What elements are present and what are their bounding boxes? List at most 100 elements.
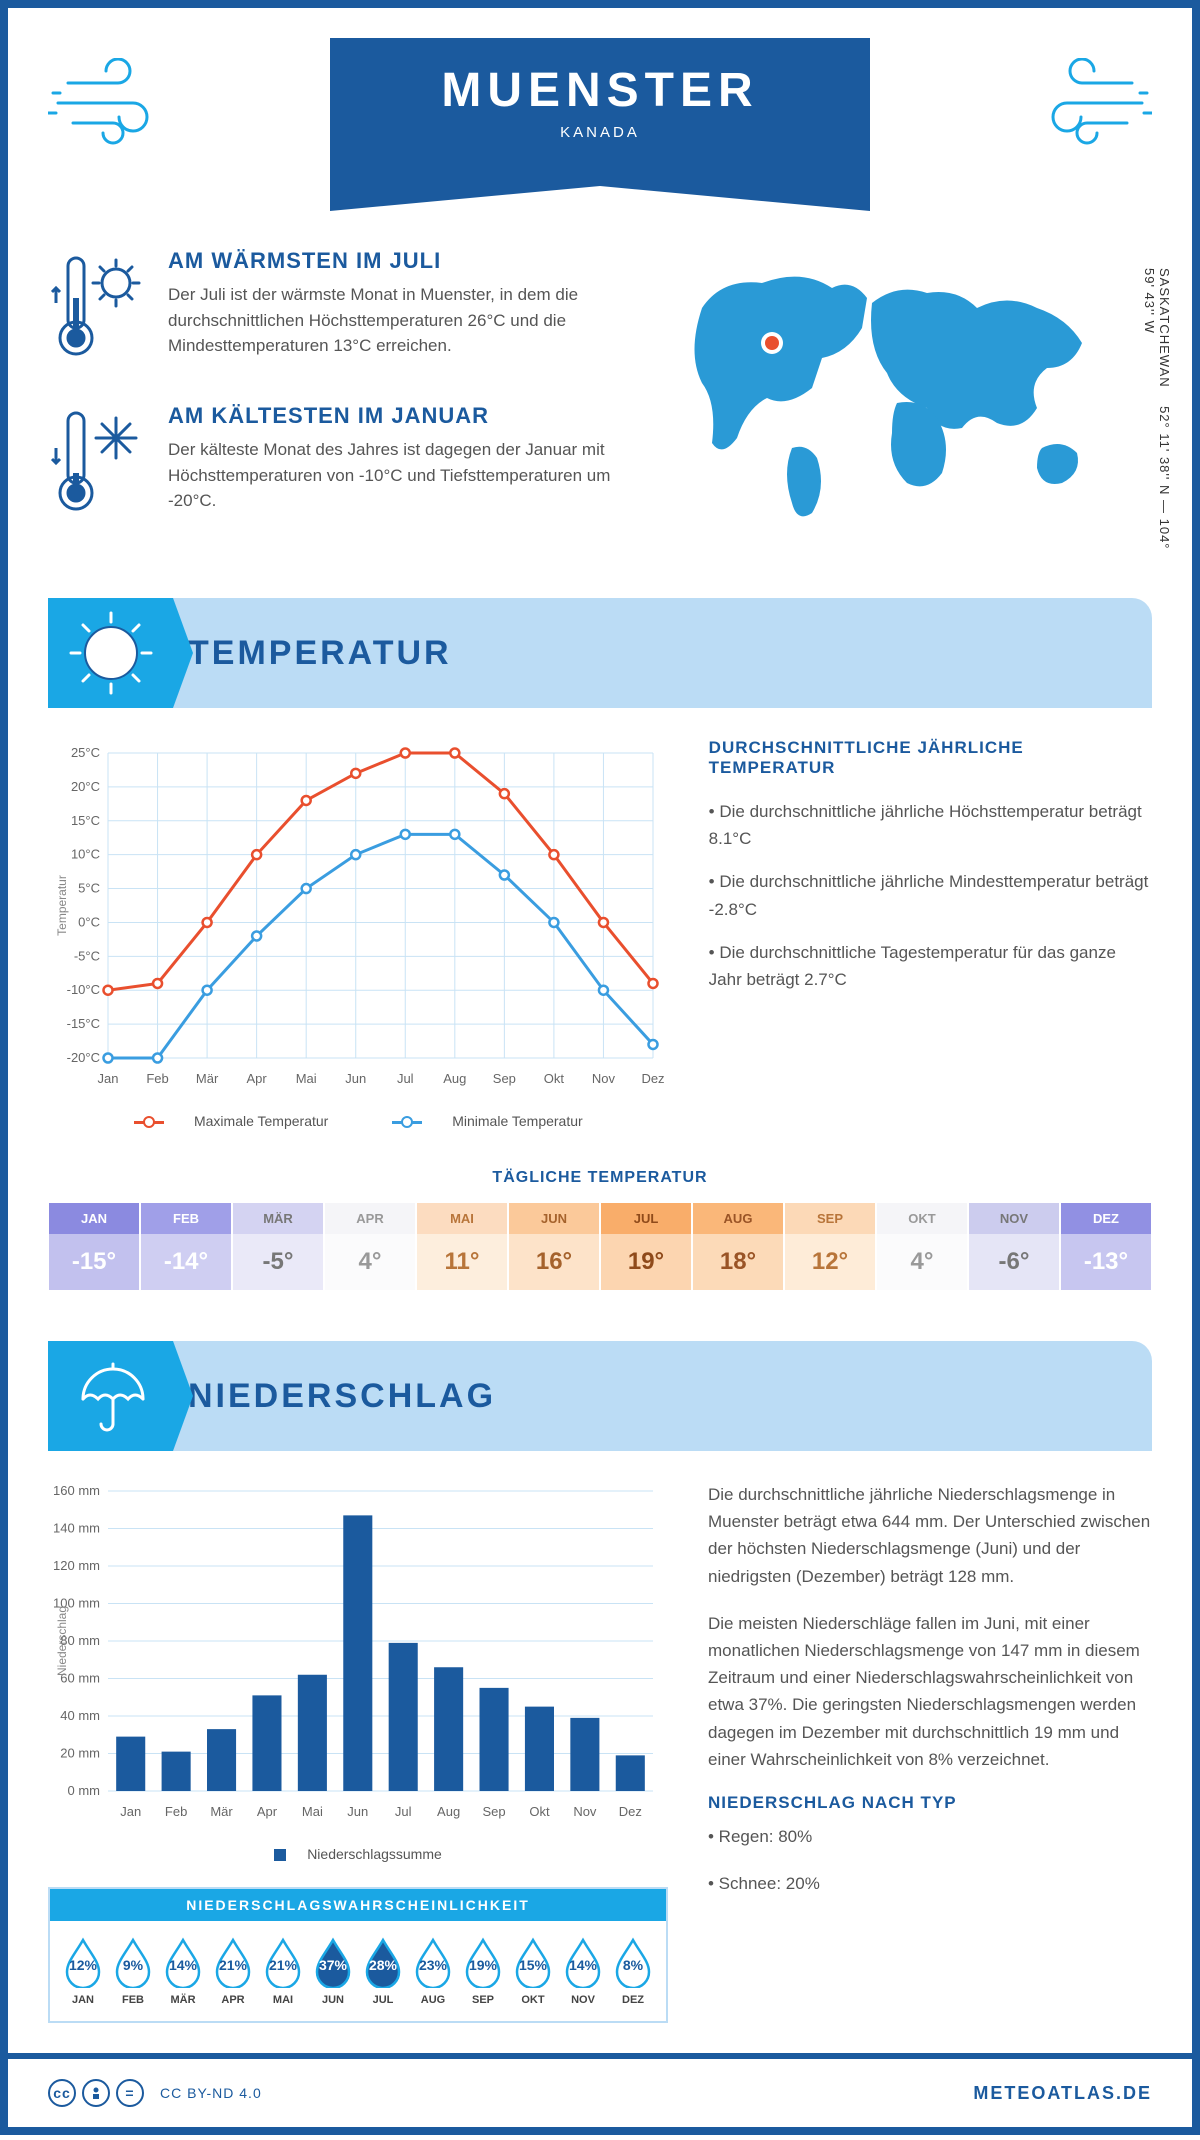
svg-text:Feb: Feb [165, 1804, 187, 1819]
precip-summary: Die durchschnittliche jährliche Niedersc… [708, 1481, 1152, 2023]
warmest-block: AM WÄRMSTEN IM JULI Der Juli ist der wär… [48, 248, 632, 373]
site-name: METEOATLAS.DE [973, 2083, 1152, 2104]
svg-text:5°C: 5°C [78, 881, 100, 896]
world-map: SASKATCHEWAN 52° 11' 38'' N — 104° 59' 4… [672, 248, 1152, 558]
precip-section-header: NIEDERSCHLAG [48, 1341, 1152, 1451]
svg-text:Temperatur: Temperatur [55, 875, 69, 936]
precip-heading: NIEDERSCHLAG [188, 1377, 496, 1416]
precip-chart: 0 mm20 mm40 mm60 mm80 mm100 mm120 mm140 … [48, 1481, 668, 1862]
country-name: KANADA [330, 124, 870, 141]
svg-text:140 mm: 140 mm [53, 1521, 100, 1536]
intro-section: AM WÄRMSTEN IM JULI Der Juli ist der wär… [48, 248, 1152, 558]
prob-cell: 14%MÄR [158, 1936, 208, 2006]
precip-type-bullet: • Schnee: 20% [708, 1870, 1152, 1897]
daily-cell: MAI11° [416, 1202, 508, 1291]
umbrella-icon [48, 1341, 173, 1451]
daily-cell: NOV-6° [968, 1202, 1060, 1291]
svg-text:Okt: Okt [544, 1071, 565, 1086]
svg-text:0 mm: 0 mm [68, 1783, 101, 1798]
coldest-text: Der kälteste Monat des Jahres ist dagege… [168, 437, 632, 514]
daily-cell: JUN16° [508, 1202, 600, 1291]
daily-cell: APR4° [324, 1202, 416, 1291]
svg-text:15°C: 15°C [71, 813, 100, 828]
by-icon [82, 2079, 110, 2107]
wind-icon [48, 58, 178, 153]
wind-icon [1022, 58, 1152, 153]
precip-legend: Niederschlagssumme [48, 1846, 668, 1862]
title-banner: MUENSTER KANADA [330, 38, 870, 186]
prob-cell: 19%SEP [458, 1936, 508, 2006]
warmest-text: Der Juli ist der wärmste Monat in Muenst… [168, 282, 632, 359]
svg-text:Dez: Dez [641, 1071, 664, 1086]
prob-cell: 23%AUG [408, 1936, 458, 2006]
city-name: MUENSTER [330, 63, 870, 118]
prob-cell: 28%JUL [358, 1936, 408, 2006]
coordinates: SASKATCHEWAN 52° 11' 38'' N — 104° 59' 4… [1142, 268, 1172, 558]
svg-text:Jan: Jan [98, 1071, 119, 1086]
chart-legend: Maximale Temperatur Minimale Temperatur [48, 1113, 669, 1129]
svg-text:Dez: Dez [619, 1804, 642, 1819]
svg-text:Nov: Nov [592, 1071, 616, 1086]
daily-cell: JAN-15° [48, 1202, 140, 1291]
svg-text:Sep: Sep [482, 1804, 505, 1819]
footer: cc = CC BY-ND 4.0 METEOATLAS.DE [8, 2053, 1192, 2127]
sun-icon [48, 598, 173, 708]
daily-temp-table: JAN-15°FEB-14°MÄR-5°APR4°MAI11°JUN16°JUL… [48, 1202, 1152, 1291]
svg-text:0°C: 0°C [78, 914, 100, 929]
svg-text:Okt: Okt [529, 1804, 550, 1819]
daily-cell: MÄR-5° [232, 1202, 324, 1291]
svg-text:Jul: Jul [395, 1804, 412, 1819]
svg-text:-5°C: -5°C [74, 948, 100, 963]
coldest-block: AM KÄLTESTEN IM JANUAR Der kälteste Mona… [48, 403, 632, 528]
temperature-summary: DURCHSCHNITTLICHE JÄHRLICHE TEMPERATUR •… [709, 738, 1152, 1129]
svg-text:20°C: 20°C [71, 779, 100, 794]
nd-icon: = [116, 2079, 144, 2107]
svg-text:160 mm: 160 mm [53, 1483, 100, 1498]
warmest-title: AM WÄRMSTEN IM JULI [168, 248, 632, 274]
temperature-heading: TEMPERATUR [188, 634, 452, 673]
svg-text:Feb: Feb [146, 1071, 168, 1086]
svg-text:-10°C: -10°C [67, 982, 100, 997]
svg-text:20 mm: 20 mm [60, 1746, 100, 1761]
svg-text:Mai: Mai [296, 1071, 317, 1086]
svg-text:Nov: Nov [573, 1804, 597, 1819]
license: cc = CC BY-ND 4.0 [48, 2079, 262, 2107]
svg-text:40 mm: 40 mm [60, 1708, 100, 1723]
precip-type-bullet: • Regen: 80% [708, 1823, 1152, 1850]
thermometer-cold-icon [48, 403, 148, 528]
temperature-chart: -20°C -15°C -10°C -5°C 0°C 5°C 10°C 15°C 20°C 25°… [48, 738, 669, 1129]
daily-cell: FEB-14° [140, 1202, 232, 1291]
prob-cell: 14%NOV [558, 1936, 608, 2006]
coldest-title: AM KÄLTESTEN IM JANUAR [168, 403, 632, 429]
prob-cell: 21%MAI [258, 1936, 308, 2006]
svg-text:25°C: 25°C [71, 745, 100, 760]
svg-text:Jul: Jul [397, 1071, 414, 1086]
svg-text:Apr: Apr [257, 1804, 278, 1819]
daily-cell: SEP12° [784, 1202, 876, 1291]
svg-text:10°C: 10°C [71, 847, 100, 862]
daily-cell: DEZ-13° [1060, 1202, 1152, 1291]
precip-probability-box: NIEDERSCHLAGSWAHRSCHEINLICHKEIT 12%JAN9%… [48, 1887, 668, 2023]
svg-text:Mär: Mär [210, 1804, 233, 1819]
prob-cell: 9%FEB [108, 1936, 158, 2006]
cc-icon: cc [48, 2079, 76, 2107]
temperature-section-header: TEMPERATUR [48, 598, 1152, 708]
temp-bullet: • Die durchschnittliche Tagestemperatur … [709, 939, 1152, 993]
svg-text:Jan: Jan [120, 1804, 141, 1819]
prob-cell: 12%JAN [58, 1936, 108, 2006]
svg-text:Aug: Aug [437, 1804, 460, 1819]
svg-text:120 mm: 120 mm [53, 1558, 100, 1573]
temp-bullet: • Die durchschnittliche jährliche Höchst… [709, 798, 1152, 852]
header: MUENSTER KANADA [48, 38, 1152, 218]
svg-text:Mai: Mai [302, 1804, 323, 1819]
svg-text:Sep: Sep [493, 1071, 516, 1086]
prob-cell: 15%OKT [508, 1936, 558, 2006]
prob-cell: 21%APR [208, 1936, 258, 2006]
svg-text:-20°C: -20°C [67, 1050, 100, 1065]
prob-cell: 37%JUN [308, 1936, 358, 2006]
daily-temp-title: TÄGLICHE TEMPERATUR [48, 1169, 1152, 1187]
daily-cell: JUL19° [600, 1202, 692, 1291]
svg-text:-15°C: -15°C [67, 1016, 100, 1031]
svg-text:Aug: Aug [443, 1071, 466, 1086]
daily-cell: OKT4° [876, 1202, 968, 1291]
